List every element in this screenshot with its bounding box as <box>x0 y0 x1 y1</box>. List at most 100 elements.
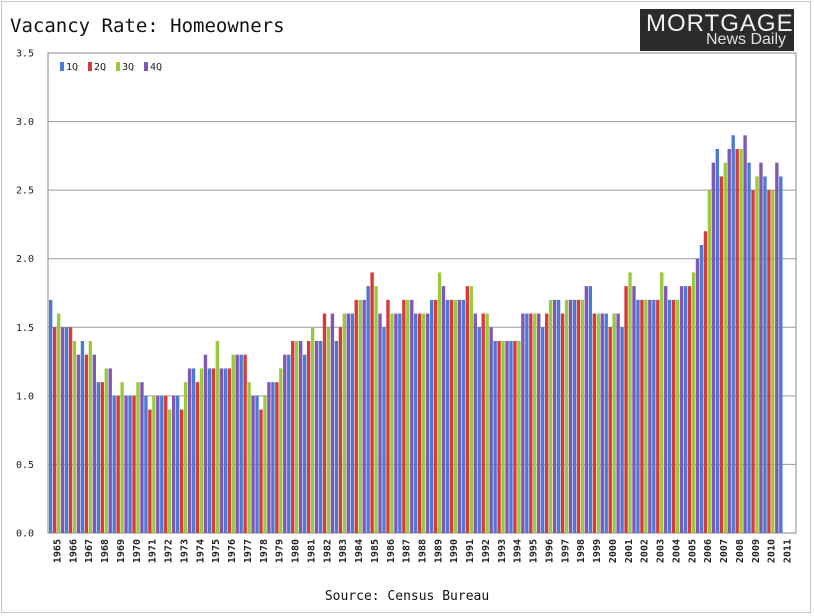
x-tick-label: 1997 <box>560 539 571 563</box>
x-tick-label: 1969 <box>116 539 127 563</box>
bar-2Q-2003 <box>656 299 660 533</box>
x-tick-label: 1971 <box>148 539 159 563</box>
x-tick-label: 1990 <box>449 539 460 563</box>
bar-3Q-1967 <box>88 341 93 533</box>
x-tick-label: 1966 <box>68 539 79 563</box>
bar-2Q-1975 <box>211 368 216 533</box>
bar-1Q-2010 <box>763 176 767 533</box>
legend-label-4Q: 4Q <box>150 62 162 73</box>
bar-3Q-1975 <box>215 341 220 533</box>
bar-3Q-1974 <box>199 368 204 533</box>
bar-2Q-1994 <box>513 341 517 533</box>
x-tick-label: 2011 <box>783 539 794 563</box>
bar-3Q-1979 <box>279 368 283 533</box>
bar-3Q-1972 <box>168 409 172 533</box>
x-tick-label: 1965 <box>52 539 63 563</box>
bar-2Q-1983 <box>338 327 343 533</box>
bar-1Q-2011 <box>779 176 783 533</box>
logo-line-1: MORTGAGE <box>646 10 794 37</box>
bar-4Q-1982 <box>330 313 335 533</box>
bar-3Q-1996 <box>548 299 553 533</box>
bar-2Q-1991 <box>465 286 470 533</box>
bar-1Q-1973 <box>175 395 180 533</box>
bar-2Q-2008 <box>735 149 739 533</box>
bar-2Q-1971 <box>148 409 152 533</box>
bar-3Q-1994 <box>517 341 521 533</box>
x-tick-label: 1983 <box>338 539 349 563</box>
bar-4Q-1966 <box>76 354 81 533</box>
x-tick-label: 1972 <box>164 539 175 563</box>
bar-1Q-1990 <box>445 299 450 533</box>
bar-4Q-1972 <box>172 395 176 533</box>
bar-1Q-1970 <box>128 395 132 533</box>
bar-1Q-1972 <box>160 395 164 533</box>
bar-3Q-1970 <box>136 382 140 533</box>
bar-3Q-1966 <box>72 341 77 533</box>
bar-2Q-1981 <box>306 341 311 533</box>
bar-2Q-1998 <box>576 299 581 533</box>
bar-1Q-2001 <box>620 327 624 533</box>
bar-1Q-1998 <box>572 299 577 533</box>
bar-4Q-1969 <box>124 395 128 533</box>
x-tick-label: 1982 <box>322 539 333 563</box>
legend-label-3Q: 3Q <box>122 62 134 73</box>
bar-4Q-1991 <box>473 313 477 533</box>
bar-2Q-1965 <box>52 327 57 533</box>
bar-3Q-1969 <box>120 382 124 533</box>
bar-2Q-1997 <box>560 313 565 533</box>
bar-3Q-2009 <box>755 176 759 533</box>
x-tick-label: 1999 <box>592 539 603 563</box>
bar-4Q-1985 <box>378 313 382 533</box>
bar-3Q-1993 <box>501 341 505 533</box>
x-tick-label: 1986 <box>386 539 397 563</box>
bar-1Q-1983 <box>334 341 339 533</box>
bar-1Q-2005 <box>683 286 688 533</box>
x-tick-label: 2005 <box>687 539 698 563</box>
x-tick-label: 1991 <box>465 539 476 563</box>
y-tick-label: 0.5 <box>16 460 34 471</box>
bar-1Q-1986 <box>382 327 386 533</box>
x-tick-label: 1984 <box>354 539 365 563</box>
bar-1Q-1987 <box>398 313 402 533</box>
bar-1Q-1980 <box>287 354 291 533</box>
bar-3Q-1978 <box>263 395 267 533</box>
bar-1Q-1967 <box>80 341 85 533</box>
bar-3Q-2003 <box>660 272 664 533</box>
x-tick-label: 2009 <box>751 539 762 563</box>
bar-2Q-2004 <box>671 299 676 533</box>
bar-4Q-1995 <box>537 313 541 533</box>
bar-3Q-1987 <box>406 299 410 533</box>
bar-4Q-1973 <box>187 368 192 533</box>
bar-2Q-1984 <box>354 299 358 533</box>
bar-3Q-1999 <box>596 313 600 533</box>
bar-1Q-1977 <box>239 354 243 533</box>
source-note: Source: Census Bureau <box>324 589 490 604</box>
bar-3Q-2004 <box>675 299 680 533</box>
bar-4Q-1965 <box>60 327 65 533</box>
bar-2Q-1967 <box>84 354 89 533</box>
mortgage-news-daily-logo: MORTGAGE News Daily <box>640 9 794 51</box>
bar-3Q-1989 <box>437 272 442 533</box>
bar-1Q-1975 <box>207 368 212 533</box>
bar-4Q-2000 <box>616 313 620 533</box>
bar-4Q-1993 <box>505 341 509 533</box>
bar-1Q-1971 <box>144 395 148 533</box>
bar-1Q-1993 <box>493 341 497 533</box>
bar-2Q-1985 <box>370 272 374 533</box>
bar-2Q-1973 <box>179 409 184 533</box>
bar-4Q-2006 <box>711 162 716 533</box>
bar-1Q-2006 <box>699 245 704 533</box>
x-tick-label: 1994 <box>513 539 524 563</box>
x-tick-label: 2008 <box>735 539 746 563</box>
bar-2Q-1980 <box>291 341 295 533</box>
bar-4Q-1997 <box>568 299 573 533</box>
bar-3Q-1991 <box>469 286 473 533</box>
bar-2Q-1987 <box>402 299 406 533</box>
bar-3Q-2000 <box>612 313 616 533</box>
bar-1Q-1995 <box>525 313 529 533</box>
bar-4Q-1998 <box>584 286 589 533</box>
x-tick-label: 2000 <box>608 539 619 563</box>
bar-2Q-1974 <box>195 382 200 533</box>
bar-4Q-1989 <box>441 286 446 533</box>
